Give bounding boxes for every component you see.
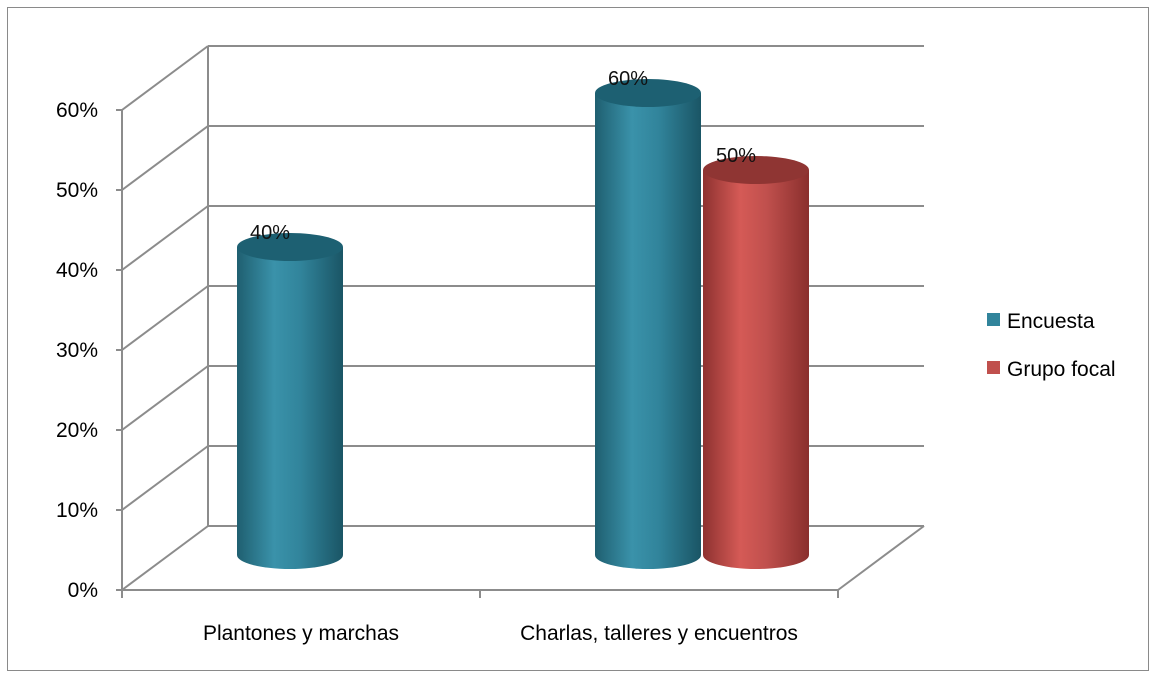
cylinder-bar: [595, 79, 701, 569]
y-tick-label: 30%: [56, 339, 98, 362]
cylinder-top: [237, 233, 343, 261]
cylinder-top: [595, 79, 701, 107]
gridline-side: [121, 125, 209, 191]
cylinder-body: [703, 170, 809, 569]
y-tick-label: 10%: [56, 499, 98, 522]
gridline-side: [121, 525, 209, 591]
cylinder-bar: [237, 233, 343, 569]
cylinder-top: [703, 156, 809, 184]
x-category-label: Plantones y marchas: [203, 622, 399, 645]
gridline-side: [121, 285, 209, 351]
gridline-side: [121, 365, 209, 431]
legend-swatch: [987, 313, 1000, 326]
legend: Encuesta Grupo focal: [987, 310, 1116, 381]
gridline-side: [121, 445, 209, 511]
labels: 0% 10% 20% 30% 40% 50% 60% Plantones y marchas C…: [56, 68, 798, 645]
gridline-side: [121, 205, 209, 271]
cylinder-body: [595, 93, 701, 569]
legend-swatch: [987, 361, 1000, 374]
data-label: 50%: [716, 145, 756, 167]
data-label: 40%: [250, 222, 290, 244]
y-tick-label: 20%: [56, 419, 98, 442]
y-tick-label: 0%: [68, 579, 98, 602]
cylinder-bar: [703, 156, 809, 569]
cylinder-body: [237, 247, 343, 569]
gridline-side: [121, 45, 209, 111]
floor-edge-right: [837, 525, 925, 591]
legend-label: Encuesta: [1007, 310, 1095, 333]
x-category-label: Charlas, talleres y encuentros: [520, 622, 798, 645]
axes: [116, 109, 839, 598]
y-tick-label: 60%: [56, 99, 98, 122]
legend-label: Grupo focal: [1007, 358, 1116, 381]
y-tick-label: 50%: [56, 179, 98, 202]
bars: [237, 79, 809, 569]
data-label: 60%: [608, 68, 648, 90]
y-tick-label: 40%: [56, 259, 98, 282]
chart-frame: [7, 7, 1149, 671]
